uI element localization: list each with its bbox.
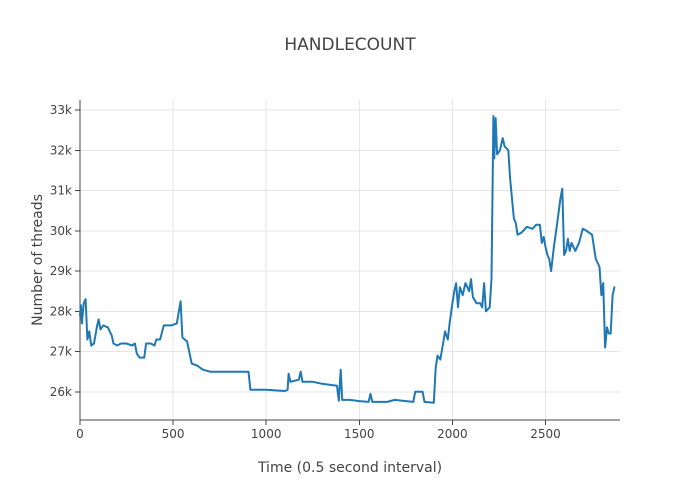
y-tick-label: 27k xyxy=(50,345,72,359)
axis-layer: 0 500 1000 1500 2000 2500 26k 27k 28k 29k 30k 31k 32… xyxy=(50,100,620,441)
x-tick-label: 500 xyxy=(162,427,185,441)
y-tick-label: 29k xyxy=(50,264,72,278)
x-tick-label: 2500 xyxy=(530,427,561,441)
chart-title: HANDLECOUNT xyxy=(284,35,416,55)
x-tick-label: 1500 xyxy=(344,427,375,441)
series-layer xyxy=(79,115,616,404)
y-tick-label: 30k xyxy=(50,224,72,238)
x-tick-label: 2000 xyxy=(437,427,468,441)
x-axis-title: Time (0.5 second interval) xyxy=(257,460,442,476)
x-tick-label: 1000 xyxy=(251,427,282,441)
y-tick-label: 31k xyxy=(50,184,72,198)
y-tick-label: 32k xyxy=(50,143,72,157)
y-tick-label: 33k xyxy=(50,103,72,117)
y-tick-label: 26k xyxy=(50,385,72,399)
grid-layer xyxy=(80,100,620,420)
y-tick-label: 28k xyxy=(50,304,72,318)
x-tick-label: 0 xyxy=(76,427,84,441)
y-axis-title: Number of threads xyxy=(30,194,46,326)
series-line xyxy=(79,115,616,404)
